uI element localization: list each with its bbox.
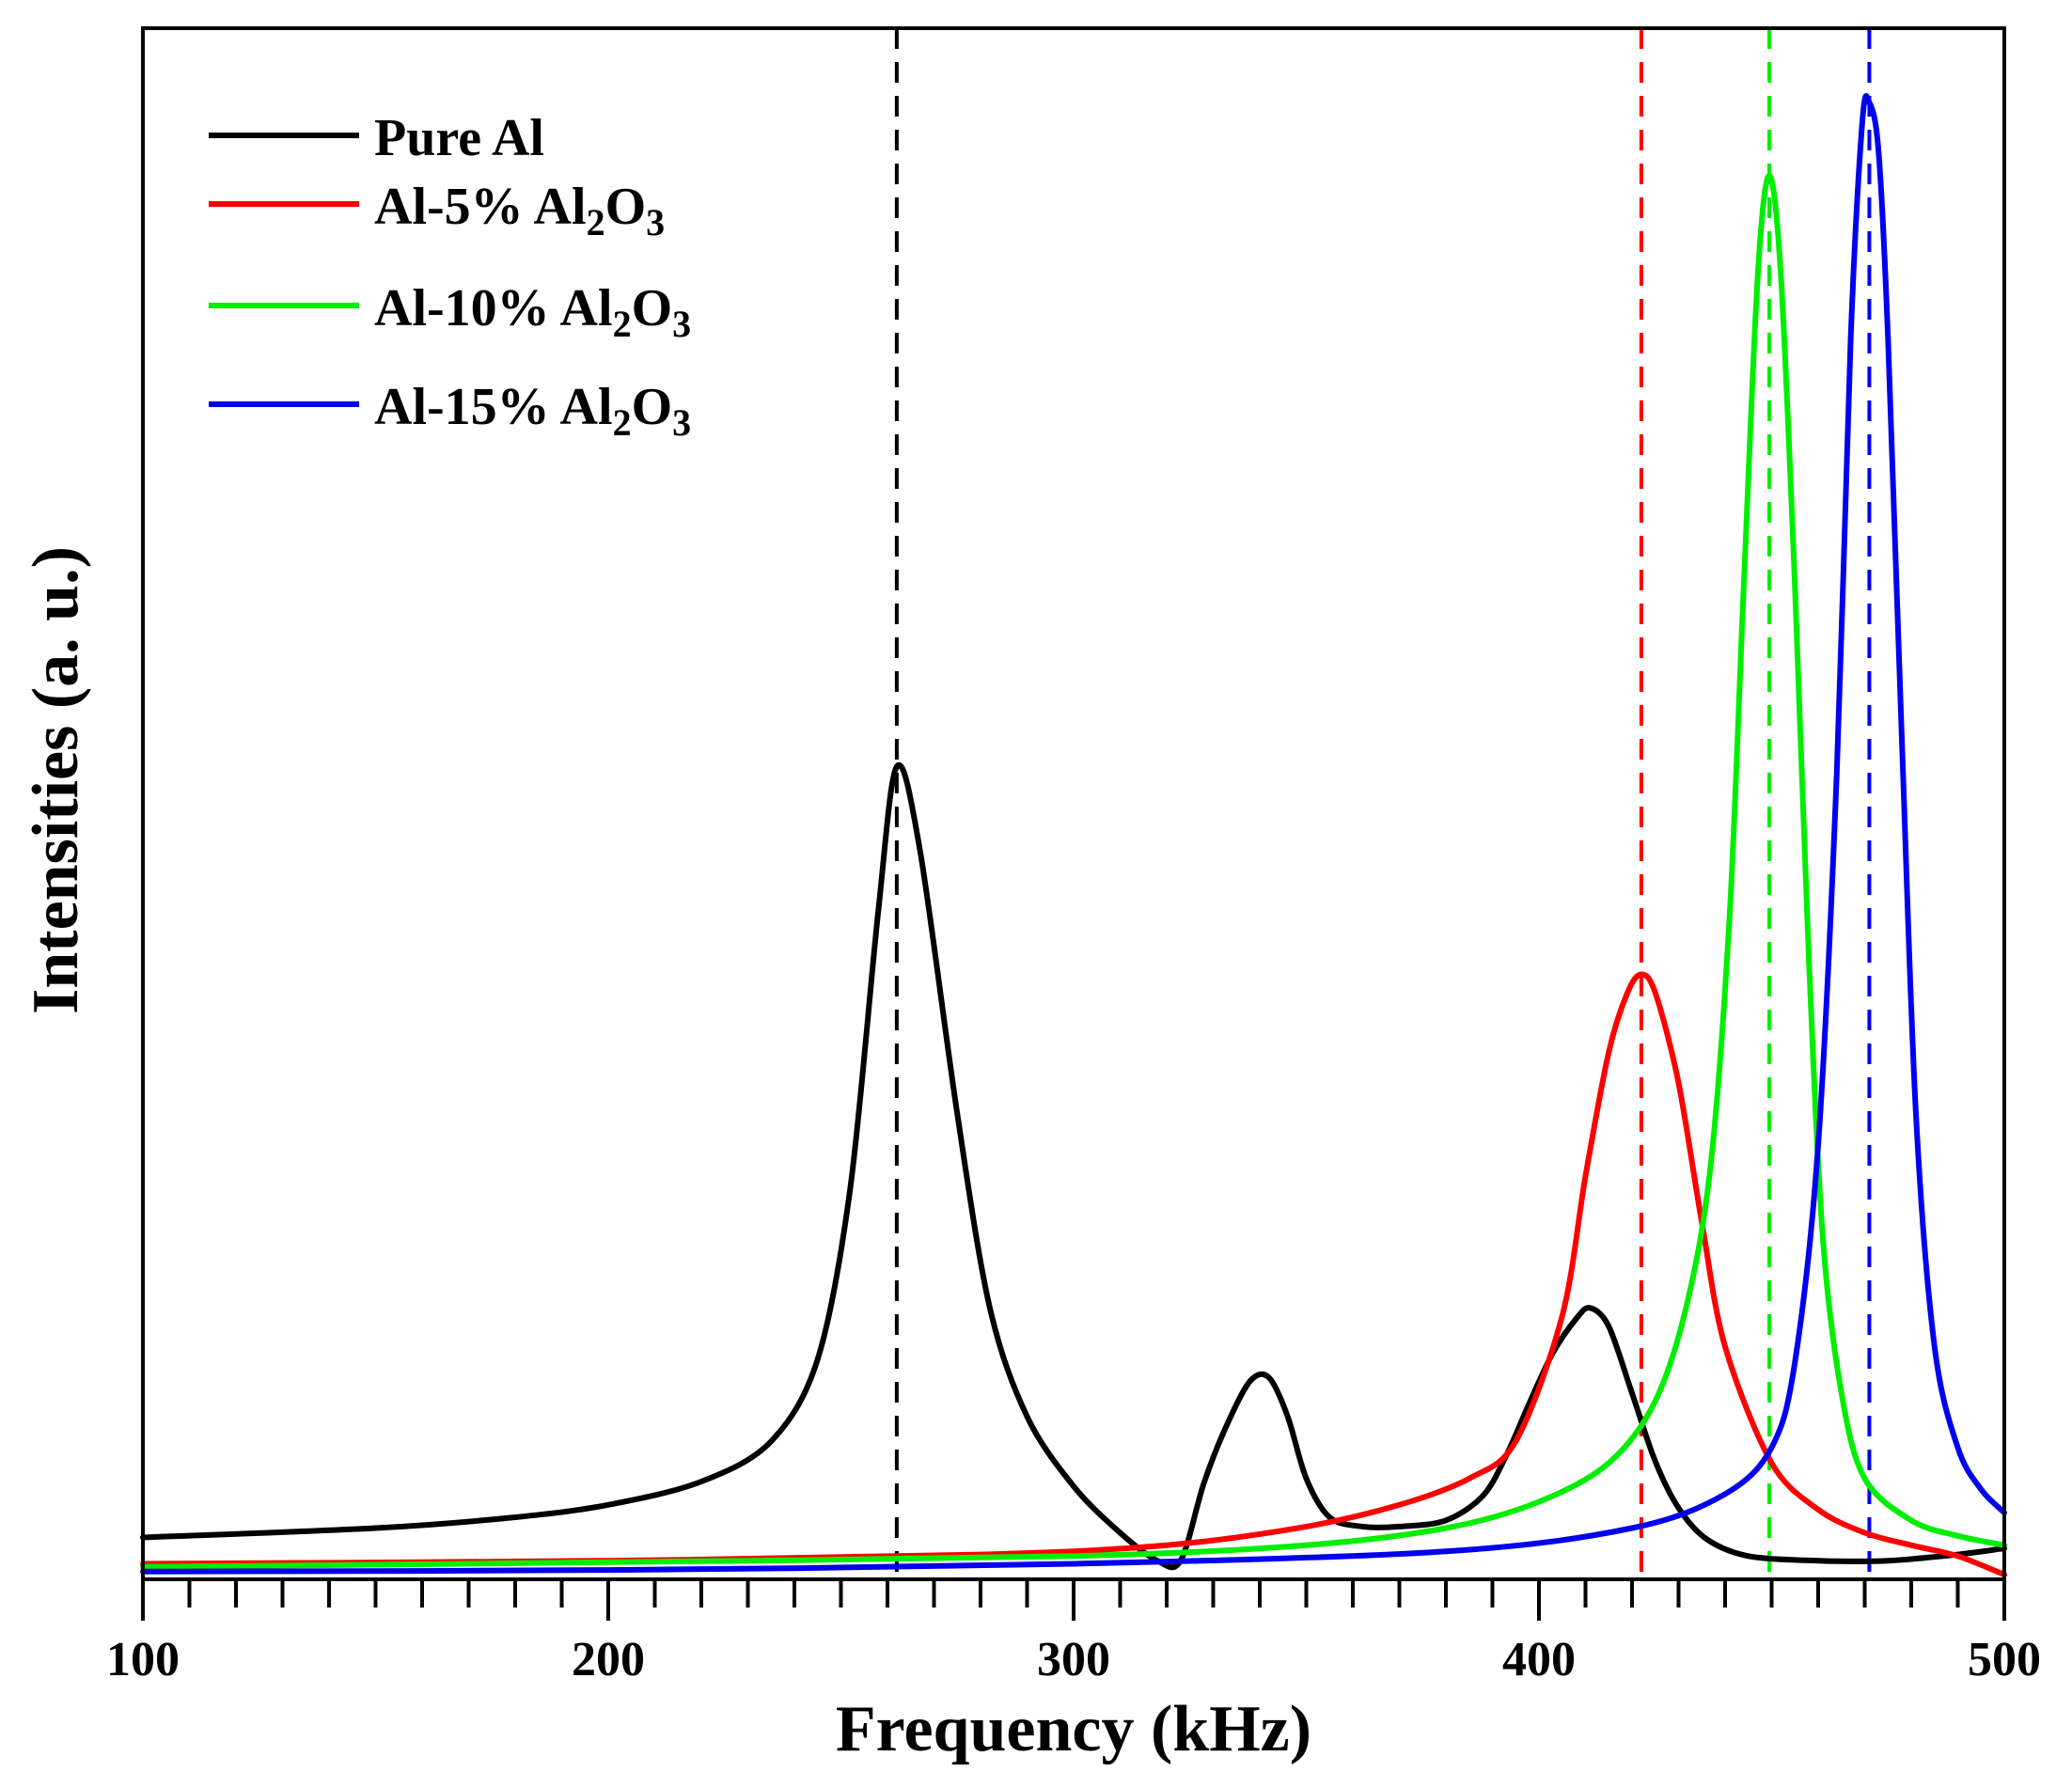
x-tick-label: 400 (1502, 1633, 1576, 1686)
reference-lines (894, 28, 1872, 1579)
legend-item-al-5-al2o3: Al-5% Al2O3 (209, 178, 665, 243)
series-line-pure-al (140, 761, 2007, 1571)
legend: Pure Al Al-5% Al2O3 Al-10% Al2O3 Al-15% … (209, 109, 691, 444)
series-line-al-15-al2o3 (140, 93, 2007, 1575)
legend-label: Pure Al (374, 109, 544, 167)
legend-item-al-15-al2o3: Al-15% Al2O3 (209, 378, 691, 444)
x-tick-label: 300 (1037, 1633, 1110, 1686)
legend-label: Al-10% Al2O3 (374, 279, 691, 345)
legend-label: Al-5% Al2O3 (374, 178, 665, 243)
legend-item-pure-al: Pure Al (209, 109, 544, 167)
y-axis-title: Intensities (a. u.) (20, 546, 92, 1014)
series-line-al-5-al2o3 (140, 971, 2007, 1577)
x-axis-title: Frequency (kHz) (836, 1693, 1311, 1765)
legend-label: Al-15% Al2O3 (374, 378, 691, 444)
series-lines (140, 93, 2007, 1577)
x-axis-ticks (141, 1579, 2006, 1621)
x-tick-label: 200 (572, 1633, 645, 1686)
x-tick-label: 100 (106, 1633, 180, 1686)
x-tick-label: 500 (1968, 1633, 2041, 1686)
legend-item-al-10-al2o3: Al-10% Al2O3 (209, 279, 691, 345)
x-axis-tick-labels: 100 200 300 400 500 (106, 1633, 2041, 1686)
series-line-al-10-al2o3 (140, 172, 2007, 1570)
